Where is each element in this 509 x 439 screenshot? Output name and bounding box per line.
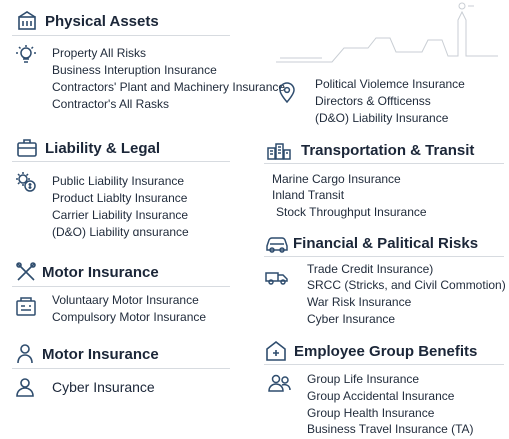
physical-item-3: Contractors' Plant and Machinery Insuran… (52, 80, 286, 94)
gear-coin-icon (15, 171, 37, 193)
city-icon (266, 140, 292, 162)
motor-item-2: Compulsory Motor Insurance (52, 310, 207, 324)
employee-item-3: Group Health Insurance (307, 406, 435, 420)
liability-item-4: (D&O) Liability ɑnsurance (52, 225, 189, 239)
employee-heading: Employee Group Benefits (294, 343, 478, 360)
cyber-label: Cyber Insurance (52, 379, 155, 395)
motor-divider-1 (12, 286, 230, 287)
transport-item-2: Inland Transit (272, 188, 345, 202)
hospital-icon (265, 340, 287, 362)
physical-item-4: Contractor's All Rasks (52, 97, 169, 111)
political-item-3: (D&O) Liability Insurance (315, 111, 449, 125)
person-icon (14, 343, 36, 365)
building-icon (16, 10, 38, 32)
skyline-sketch (272, 0, 502, 66)
transportation-divider (264, 163, 504, 164)
financial-item-4: Cyber Insurance (307, 312, 396, 326)
financial-item-1: Trade Credit Insurance) (307, 262, 434, 276)
employee-item-1: Group Life Insurance (307, 372, 420, 386)
physical-item-1: Property All Risks (52, 46, 147, 60)
physical-assets-heading: Physical Assets (45, 13, 159, 30)
transport-item-3: Stock Throughput Insurance (276, 205, 427, 219)
physical-assets-divider (12, 35, 230, 36)
employee-item-2: Group Accidental Insurance (307, 389, 455, 403)
tools-icon (15, 261, 37, 283)
user-icon (14, 376, 36, 398)
physical-item-2: Business Interuption Insurance (52, 63, 217, 77)
financial-item-3: War Risk Insurance (307, 295, 412, 309)
group-icon (267, 372, 293, 394)
liability-divider (12, 161, 230, 162)
financial-item-2: SRCC (Stricks, and Civil Commotion) (307, 278, 506, 292)
motor-item-1: Voluntaary Motor Insurance (52, 293, 199, 307)
political-item-2: Directors & Offticenss (315, 94, 431, 108)
liability-heading: Liability & Legal (45, 140, 161, 157)
bulb-icon (15, 44, 37, 66)
liability-item-1: Public Liability Insurance (52, 174, 185, 188)
briefcase-icon (16, 137, 38, 159)
liability-item-2: Product Liablty Insurance (52, 191, 188, 205)
employee-item-4: Business Travel Insurance (TA) (307, 422, 474, 436)
political-item-1: Political Violemce Insurance (315, 77, 465, 91)
financial-divider (264, 256, 504, 257)
car-icon (264, 232, 290, 254)
motor-doc-icon (15, 296, 37, 318)
motor-heading-2: Motor Insurance (42, 346, 159, 363)
employee-divider (264, 364, 504, 365)
truck-icon (264, 265, 290, 287)
map-pin-icon (276, 82, 298, 104)
motor-divider-2 (12, 368, 230, 369)
transportation-heading: Transportation & Transit (301, 142, 475, 159)
liability-item-3: Carrier Liability Insurance (52, 208, 189, 222)
transport-item-1: Marine Cargo Insurance (272, 172, 401, 186)
motor-heading-1: Motor Insurance (42, 264, 159, 281)
financial-heading: Financial & Palitical Risks (293, 235, 479, 252)
